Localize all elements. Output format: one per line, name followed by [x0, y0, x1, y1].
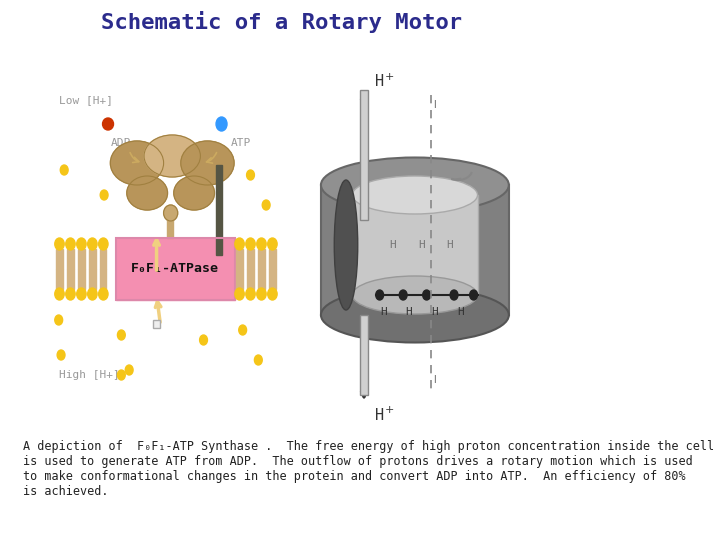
Circle shape — [246, 170, 254, 180]
Circle shape — [60, 165, 68, 175]
Circle shape — [125, 365, 133, 375]
Bar — [216, 165, 222, 255]
Circle shape — [235, 288, 244, 300]
Text: F₀F₁-ATPase: F₀F₁-ATPase — [131, 262, 220, 275]
Circle shape — [450, 290, 458, 300]
Text: H: H — [380, 307, 387, 317]
Text: A depiction of  F₀F₁-ATP Synthase .  The free energy of high proton concentratio: A depiction of F₀F₁-ATP Synthase . The f… — [24, 440, 715, 453]
Ellipse shape — [181, 141, 234, 185]
Circle shape — [55, 288, 64, 300]
Text: H: H — [390, 240, 396, 250]
Bar — [68, 249, 73, 269]
Circle shape — [199, 335, 207, 345]
Text: +: + — [384, 72, 394, 82]
Circle shape — [268, 238, 277, 250]
Circle shape — [100, 190, 108, 200]
Bar — [258, 249, 264, 269]
Circle shape — [376, 290, 384, 300]
Bar — [116, 238, 235, 300]
Text: H: H — [457, 307, 464, 317]
Text: ATP: ATP — [231, 138, 251, 148]
Circle shape — [55, 238, 64, 250]
Ellipse shape — [144, 135, 200, 177]
Ellipse shape — [334, 180, 358, 310]
Bar — [360, 315, 368, 395]
Bar — [78, 249, 84, 269]
Circle shape — [66, 288, 75, 300]
Text: High [H+]: High [H+] — [59, 370, 120, 380]
Bar — [68, 269, 73, 289]
Circle shape — [262, 200, 270, 210]
Circle shape — [88, 288, 97, 300]
Circle shape — [239, 325, 246, 335]
Bar — [269, 269, 276, 289]
Circle shape — [268, 288, 277, 300]
Bar — [100, 269, 107, 289]
Circle shape — [399, 290, 407, 300]
Circle shape — [257, 238, 266, 250]
Circle shape — [246, 238, 255, 250]
Circle shape — [77, 238, 86, 250]
Bar — [321, 185, 509, 315]
Text: ADP: ADP — [111, 138, 132, 148]
Ellipse shape — [102, 118, 114, 130]
Bar — [100, 249, 107, 269]
Circle shape — [55, 315, 63, 325]
Text: Low [H+]: Low [H+] — [59, 95, 113, 105]
Circle shape — [117, 370, 125, 380]
Bar — [89, 249, 96, 269]
Bar — [248, 249, 253, 269]
Ellipse shape — [127, 176, 168, 210]
Circle shape — [423, 290, 431, 300]
Ellipse shape — [321, 158, 509, 213]
Ellipse shape — [321, 287, 509, 342]
Ellipse shape — [163, 205, 178, 221]
Bar — [56, 269, 63, 289]
Bar — [167, 213, 173, 238]
Circle shape — [257, 288, 266, 300]
Circle shape — [216, 117, 227, 131]
Text: is used to generate ATP from ADP.  The outflow of protons drives a rotary motion: is used to generate ATP from ADP. The ou… — [24, 455, 693, 468]
Text: H: H — [446, 240, 453, 250]
Text: to make conformational changes in the protein and convert ADP into ATP.  An effi: to make conformational changes in the pr… — [24, 470, 686, 483]
Bar — [89, 269, 96, 289]
Bar — [153, 320, 160, 328]
Bar — [248, 269, 253, 289]
Circle shape — [66, 238, 75, 250]
Text: H: H — [431, 307, 438, 317]
Bar — [116, 238, 235, 300]
Ellipse shape — [352, 176, 477, 214]
Text: l: l — [433, 100, 436, 110]
Circle shape — [77, 288, 86, 300]
Bar — [236, 269, 243, 289]
Text: Schematic of a Rotary Motor: Schematic of a Rotary Motor — [102, 11, 462, 33]
Bar — [352, 195, 477, 295]
Ellipse shape — [110, 141, 163, 185]
Text: H: H — [405, 307, 412, 317]
Bar — [269, 249, 276, 269]
Text: +: + — [384, 405, 394, 415]
Bar — [360, 90, 368, 220]
Circle shape — [88, 238, 97, 250]
Circle shape — [117, 330, 125, 340]
Circle shape — [246, 288, 255, 300]
Text: H: H — [375, 408, 384, 422]
Ellipse shape — [174, 176, 215, 210]
Circle shape — [254, 355, 262, 365]
Circle shape — [57, 350, 65, 360]
Text: H: H — [375, 75, 384, 90]
Ellipse shape — [352, 276, 477, 314]
Bar — [236, 249, 243, 269]
Circle shape — [235, 238, 244, 250]
Bar — [56, 249, 63, 269]
Text: l: l — [433, 375, 436, 385]
Circle shape — [469, 290, 477, 300]
Text: H: H — [418, 240, 425, 250]
Circle shape — [99, 288, 108, 300]
Bar — [258, 269, 264, 289]
Circle shape — [99, 238, 108, 250]
Bar — [78, 269, 84, 289]
Text: is achieved.: is achieved. — [24, 485, 109, 498]
